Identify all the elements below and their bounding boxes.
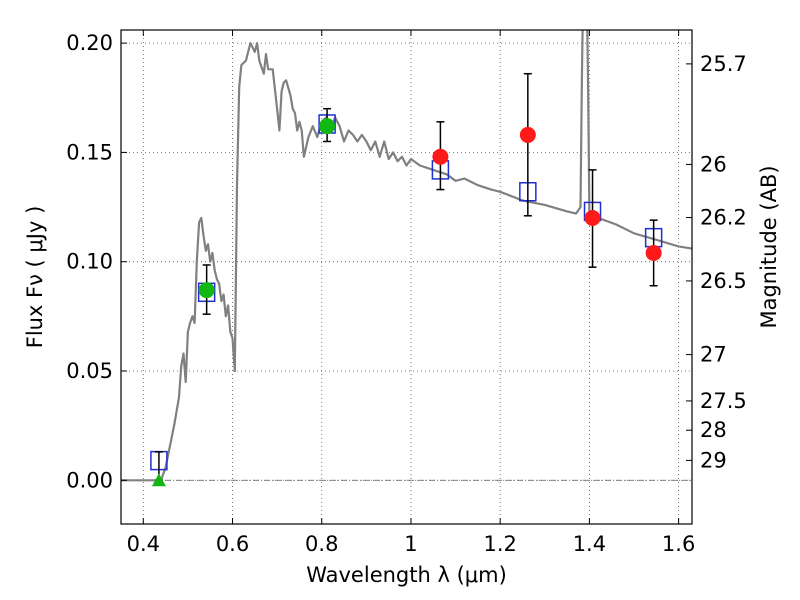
x-tick-label: 0.6 bbox=[216, 532, 249, 556]
x-tick-label: 1.2 bbox=[483, 532, 516, 556]
x-axis-label: Wavelength λ (μm) bbox=[306, 563, 507, 587]
observed-flux-point bbox=[645, 244, 662, 261]
observed-flux-point bbox=[584, 209, 601, 226]
y-tick-label: 0.15 bbox=[66, 140, 113, 164]
y-tick-label: 0.00 bbox=[66, 468, 113, 492]
upper-limit-triangle bbox=[151, 473, 166, 487]
y-tick-label: 0.10 bbox=[66, 250, 113, 274]
grid bbox=[121, 30, 692, 524]
right-tick-label: 26.2 bbox=[700, 206, 747, 230]
y-tick-label: 0.20 bbox=[66, 31, 113, 55]
right-tick-label: 27.5 bbox=[700, 389, 747, 413]
sed-model-line bbox=[121, 30, 692, 482]
axis-ticks: 0.4 0.6 0.8 1 1.2 1.4 1.6 0.00 0.05 0.10 0.15 0.20 2… bbox=[66, 30, 747, 556]
y-tick-label: 0.05 bbox=[66, 359, 113, 383]
right-tick-label: 27 bbox=[700, 343, 727, 367]
right-tick-label: 29 bbox=[700, 448, 727, 472]
x-tick-label: 1.6 bbox=[662, 532, 695, 556]
x-tick-label: 0.4 bbox=[127, 532, 160, 556]
plot-data bbox=[121, 30, 692, 487]
observed-flux-point bbox=[432, 148, 449, 165]
right-axis-label: Magnitude (AB) bbox=[757, 165, 781, 328]
x-tick-label: 1 bbox=[404, 532, 417, 556]
right-tick-label: 26 bbox=[700, 152, 727, 176]
right-tick-label: 28 bbox=[700, 418, 727, 442]
right-tick-label: 25.7 bbox=[700, 52, 747, 76]
observed-flux-point bbox=[198, 282, 215, 299]
x-tick-label: 1.4 bbox=[573, 532, 606, 556]
observed-flux-point bbox=[519, 126, 536, 143]
observed-flux-point bbox=[319, 118, 336, 135]
plot-frame bbox=[120, 29, 693, 525]
y-axis-label: Flux Fν ( μJy ) bbox=[23, 206, 47, 349]
right-tick-label: 26.5 bbox=[700, 269, 747, 293]
x-tick-label: 0.8 bbox=[305, 532, 338, 556]
